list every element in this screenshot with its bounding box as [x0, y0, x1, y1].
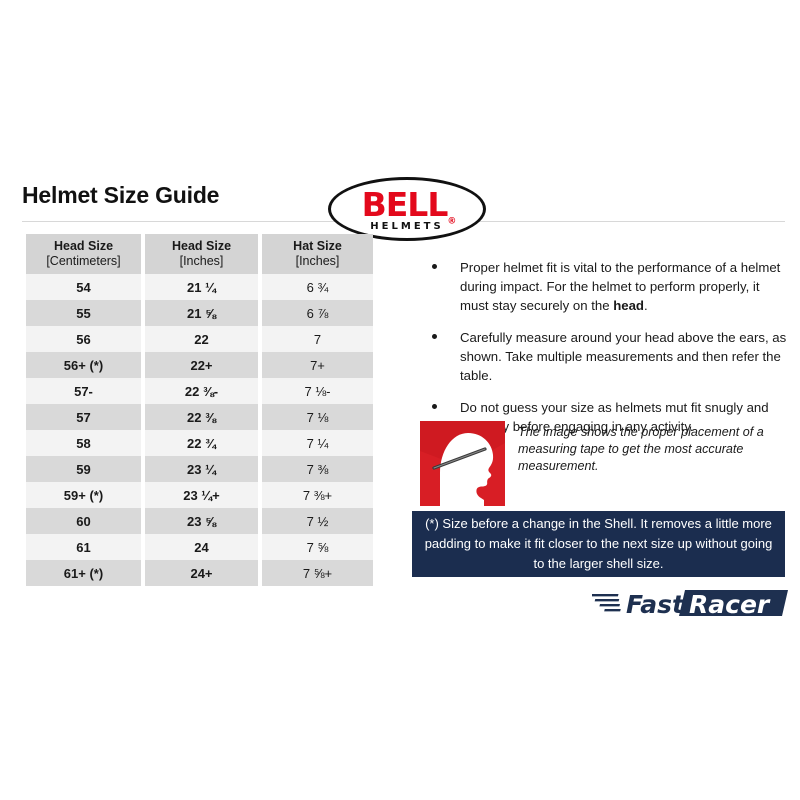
measurement-illustration-block: The image shows the proper placement of … — [420, 421, 788, 507]
cell-head-size-cm: 59 — [26, 456, 141, 482]
table-row: 57- 22 ⅜- 7 ⅛- — [26, 378, 373, 404]
cell-head-size-inches: 23 ¼ — [145, 456, 258, 482]
column-header-head-size-in: Head Size [Inches] — [145, 234, 258, 274]
cell-head-size-cm: 61 — [26, 534, 141, 560]
table-header-row: Head Size [Centimeters] Head Size [Inche… — [26, 234, 373, 274]
cell-hat-size-inches: 7 ⅛- — [262, 378, 373, 404]
fit-instruction-emphasis: head — [613, 298, 644, 313]
bell-logo-name: BELL — [361, 185, 449, 224]
cell-head-size-cm: 57 — [26, 404, 141, 430]
cell-hat-size-inches: 7 ⅜+ — [262, 482, 373, 508]
table-row: 59+ (*) 23 ¼+ 7 ⅜+ — [26, 482, 373, 508]
cell-head-size-inches: 24+ — [145, 560, 258, 586]
cell-hat-size-inches: 6 ¾ — [262, 274, 373, 300]
cell-head-size-inches: 22 ¾ — [145, 430, 258, 456]
fit-instructions-list: Proper helmet fit is vital to the perfor… — [414, 258, 788, 449]
bell-logo-wordmark: BELL® — [328, 188, 490, 239]
cell-head-size-inches: 21 ¼ — [145, 274, 258, 300]
cell-head-size-inches: 22 — [145, 326, 258, 352]
table-row: 61+ (*) 24+ 7 ⅝+ — [26, 560, 373, 586]
fastracer-logo-racer: Racer — [689, 590, 771, 618]
bell-logo-subtitle: HELMETS — [370, 221, 444, 232]
cell-hat-size-inches: 6 ⅞ — [262, 300, 373, 326]
column-header-unit: [Inches] — [179, 254, 224, 268]
bullet-dot-icon — [432, 404, 437, 409]
column-header-title: Head Size — [171, 239, 232, 253]
cell-hat-size-inches: 7 ⅛ — [262, 404, 373, 430]
registered-trademark-icon: ® — [447, 216, 457, 227]
fit-instruction-text: Do not guess your size as helmets mut fi… — [460, 400, 769, 434]
table-row: 56 22 7 — [26, 326, 373, 352]
cell-head-size-inches: 22+ — [145, 352, 258, 378]
column-header-unit: [Centimeters] — [46, 254, 121, 268]
column-header-title: Head Size — [53, 239, 114, 253]
bell-logo-oval — [328, 177, 486, 241]
cell-head-size-inches: 21 ⅝ — [145, 300, 258, 326]
shell-change-note-text: (*) Size before a change in the Shell. I… — [424, 516, 773, 571]
bullet-dot-icon — [432, 264, 437, 269]
fastracer-logo-fast: Fast — [626, 590, 685, 618]
cell-hat-size-inches: 7 ½ — [262, 508, 373, 534]
head-profile-icon — [420, 421, 505, 506]
cell-head-size-cm: 61+ (*) — [26, 560, 141, 586]
measurement-illustration-caption: The image shows the proper placement of … — [518, 425, 764, 473]
head-measurement-image — [420, 421, 505, 506]
cell-head-size-cm: 59+ (*) — [26, 482, 141, 508]
fastracer-logo[interactable]: Fast Racer — [589, 588, 788, 619]
shell-change-note-box: (*) Size before a change in the Shell. I… — [412, 511, 785, 577]
column-header-hat-size-in: Hat Size [Inches] — [262, 234, 373, 274]
cell-head-size-cm: 60 — [26, 508, 141, 534]
bell-helmets-logo: BELL® HELMETS — [328, 177, 490, 245]
page-title: Helmet Size Guide — [22, 182, 220, 208]
cell-head-size-cm: 56+ (*) — [26, 352, 141, 378]
fastracer-logo-icon: Fast Racer — [589, 590, 788, 619]
cell-head-size-cm: 56 — [26, 326, 141, 352]
cell-hat-size-inches: 7+ — [262, 352, 373, 378]
cell-head-size-inches: 22 ⅜ — [145, 404, 258, 430]
cell-head-size-cm: 55 — [26, 300, 141, 326]
cell-hat-size-inches: 7 ⅝+ — [262, 560, 373, 586]
column-header-unit: [Inches] — [295, 254, 340, 268]
cell-hat-size-inches: 7 — [262, 326, 373, 352]
fit-instruction-text: Proper helmet fit is vital to the perfor… — [460, 260, 781, 313]
cell-head-size-inches: 24 — [145, 534, 258, 560]
cell-head-size-inches: 23 ⅝ — [145, 508, 258, 534]
fit-instruction-item: Do not guess your size as helmets mut fi… — [414, 398, 788, 436]
cell-head-size-cm: 54 — [26, 274, 141, 300]
cell-hat-size-inches: 7 ⅝ — [262, 534, 373, 560]
cell-hat-size-inches: 7 ¼ — [262, 430, 373, 456]
column-header-head-size-cm: Head Size [Centimeters] — [26, 234, 141, 274]
table-row: 56+ (*) 22+ 7+ — [26, 352, 373, 378]
fit-instruction-text-tail: . — [643, 298, 648, 313]
column-header-title: Hat Size — [293, 239, 342, 253]
table-row: 61 24 7 ⅝ — [26, 534, 373, 560]
cell-head-size-cm: 58 — [26, 430, 141, 456]
helmet-size-table: Head Size [Centimeters] Head Size [Inche… — [22, 234, 377, 586]
cell-head-size-cm: 57- — [26, 378, 141, 404]
cell-head-size-inches: 23 ¼+ — [145, 482, 258, 508]
fit-instruction-item: Carefully measure around your head above… — [414, 328, 788, 385]
bullet-dot-icon — [432, 334, 437, 339]
cell-hat-size-inches: 7 ⅜ — [262, 456, 373, 482]
fit-instruction-text: Carefully measure around your head above… — [460, 330, 787, 383]
cell-head-size-inches: 22 ⅜- — [145, 378, 258, 404]
fit-instruction-item: Proper helmet fit is vital to the perfor… — [414, 258, 788, 315]
